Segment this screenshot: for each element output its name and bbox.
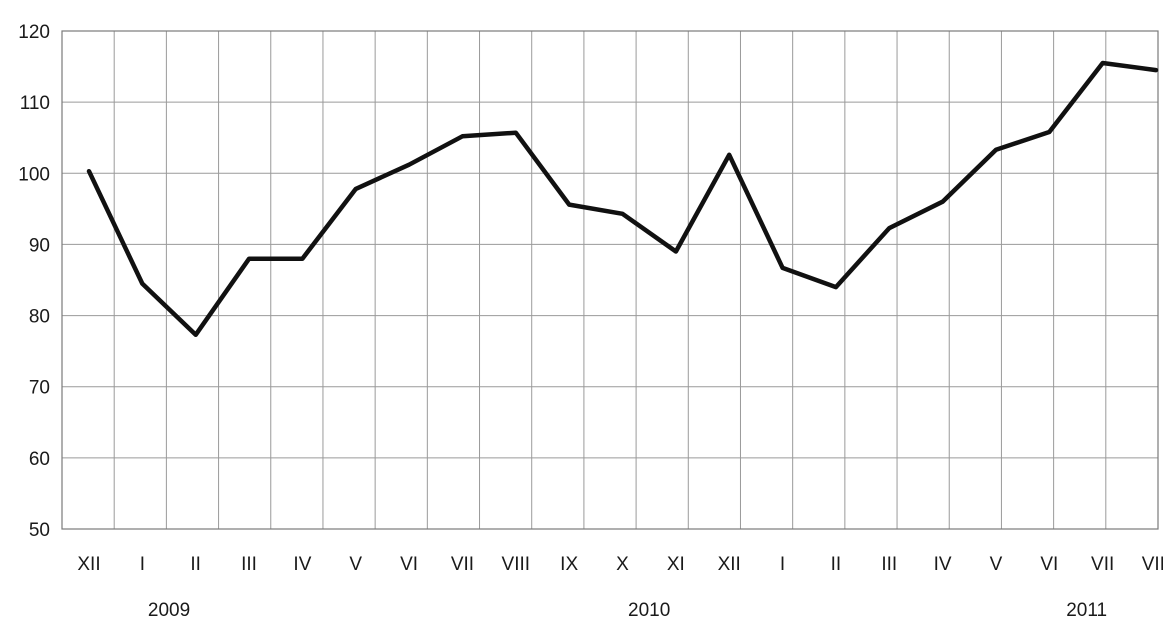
series-layer — [86, 60, 1159, 338]
y-tick-label: 100 — [18, 164, 50, 185]
data-point — [247, 257, 251, 261]
x-tick-label: X — [616, 554, 629, 575]
year-labels: 2009 2010 2011 — [148, 600, 1107, 621]
data-point — [300, 257, 304, 261]
data-point — [140, 282, 144, 286]
y-tick-label: 110 — [20, 93, 50, 114]
data-point — [87, 169, 91, 173]
data-point — [674, 250, 678, 254]
data-point — [354, 187, 358, 191]
x-tick-label: VII — [451, 554, 474, 575]
data-point — [1154, 68, 1158, 72]
y-tick-label: 50 — [29, 520, 50, 541]
x-tick-label: VI — [400, 554, 418, 575]
x-tick-label: V — [990, 554, 1003, 575]
year-label: 2011 — [1066, 600, 1107, 621]
x-tick-label: III — [241, 554, 257, 575]
x-tick-label: IX — [560, 554, 578, 575]
x-tick-label: I — [780, 554, 785, 575]
data-point — [941, 200, 945, 204]
x-tick-label: V — [349, 554, 362, 575]
data-point — [1047, 130, 1051, 134]
year-label: 2010 — [628, 600, 670, 621]
y-axis-tick-labels: 50 60 70 80 90 100 110 120 — [18, 22, 50, 541]
data-point — [194, 333, 198, 337]
y-tick-label: 80 — [29, 307, 50, 328]
x-tick-label: III — [881, 554, 897, 575]
data-point — [407, 163, 411, 167]
y-tick-label: 60 — [29, 449, 50, 470]
x-tick-label: XI — [667, 554, 685, 575]
data-point — [514, 131, 518, 135]
x-axis-tick-labels: XII I II III IV V VI VII VIII IX X XI XII I II III IV V VI… — [77, 554, 1163, 575]
x-tick-label: XII — [718, 554, 741, 575]
data-point — [567, 203, 571, 207]
data-point — [460, 134, 464, 138]
data-point — [727, 153, 731, 157]
data-point — [1101, 61, 1105, 65]
y-tick-label: 90 — [29, 235, 50, 256]
data-point — [781, 266, 785, 270]
series-line — [86, 60, 1159, 338]
x-tick-label: VII — [1091, 554, 1114, 575]
data-point — [621, 212, 624, 216]
grid-lines — [62, 30, 1158, 530]
x-tick-label: I — [140, 554, 145, 575]
x-tick-label: VIII — [1142, 554, 1163, 575]
y-tick-label: 70 — [29, 378, 50, 399]
x-tick-label: IV — [934, 554, 952, 575]
data-point — [994, 148, 998, 152]
data-point — [887, 226, 891, 230]
x-tick-label: IV — [293, 554, 311, 575]
x-tick-label: VI — [1040, 554, 1058, 575]
y-tick-label: 120 — [18, 22, 50, 43]
plot-frame — [61, 30, 1159, 530]
year-label: 2009 — [148, 600, 190, 621]
x-tick-label: XII — [77, 554, 100, 575]
x-tick-label: II — [190, 554, 201, 575]
x-tick-label: II — [831, 554, 842, 575]
data-point — [834, 285, 838, 289]
x-tick-label: VIII — [502, 554, 531, 575]
